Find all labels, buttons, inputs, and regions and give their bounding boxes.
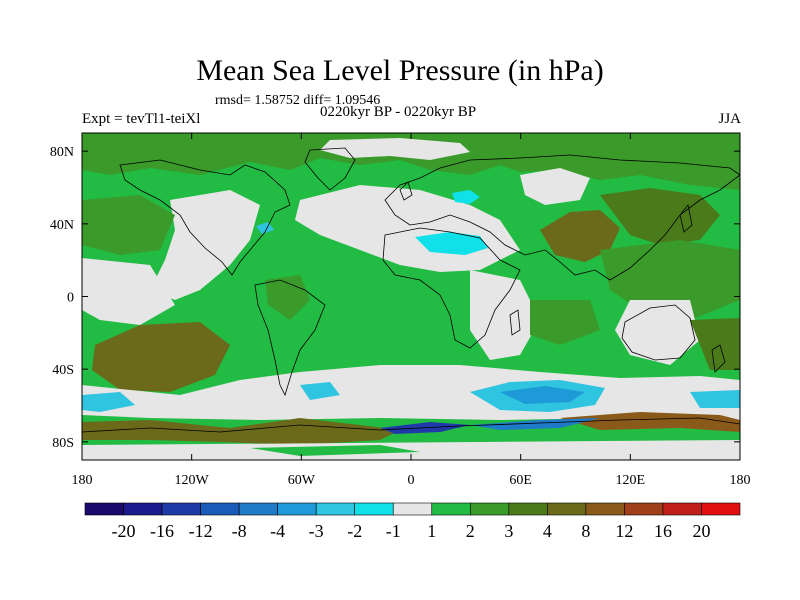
field-region-spac-high-2	[690, 318, 740, 370]
colorbar-label: -8	[232, 521, 247, 541]
field-region-spac-high	[92, 322, 230, 392]
coast-madagascar	[509, 309, 521, 336]
colorbar-label: 3	[504, 521, 513, 541]
period-label: 0220kyr BP - 0220kyr BP	[320, 104, 477, 120]
x-tick-label: 120W	[175, 473, 210, 488]
colorbar-label: -16	[150, 521, 174, 541]
colorbar-label: -2	[347, 521, 362, 541]
field-region-ant-interior	[82, 440, 740, 460]
map-title: Mean Sea Level Pressure (in hPa)	[196, 54, 604, 87]
colorbar-swatch	[662, 502, 702, 516]
field-region-aus-neutral	[615, 300, 700, 365]
field-region-asia-high	[540, 210, 620, 262]
coast-north-america	[119, 159, 291, 276]
colorbar-label: 1	[427, 521, 436, 541]
field-region-arctic-positive	[82, 133, 740, 190]
colorbar: -20 -16 -12 -8 -4 -3 -2 -1 1 2 3 4 8 12 16 20	[84, 502, 741, 541]
y-tick-label: 40N	[50, 218, 74, 233]
field-region-southern-low-2	[82, 392, 135, 412]
colorbar-swatch	[277, 502, 317, 516]
x-tick-label: 60W	[288, 473, 316, 488]
colorbar-swatch	[701, 502, 741, 516]
colorbar-label: -12	[189, 521, 213, 541]
field-region-sam-high	[265, 275, 310, 320]
x-tick-label: 0	[408, 473, 415, 488]
coast-africa	[382, 227, 521, 349]
coast-antarctica	[82, 417, 740, 433]
field-region-ant-band	[560, 412, 740, 432]
colorbar-swatch	[585, 502, 625, 516]
field-region-ant-interior-green	[250, 445, 420, 456]
field-region-southern-low-4	[690, 390, 740, 408]
colorbar-swatch	[161, 502, 201, 516]
colorbar-swatch	[392, 502, 433, 516]
colorbar-label: -20	[112, 521, 136, 541]
colorbar-swatch	[200, 502, 240, 516]
coast-japan	[679, 204, 693, 233]
colorbar-label: 20	[692, 521, 710, 541]
map-axes: 180 120W 60W 0 60E 120E 180 80N 40N 0 40S 80S	[50, 133, 751, 488]
pressure-field	[82, 133, 740, 460]
x-tick-label: 120E	[616, 473, 646, 488]
coastlines	[82, 147, 740, 433]
field-region-nsea-low	[452, 190, 480, 204]
field-region-natl-low-small	[256, 222, 274, 234]
field-region-asia-neutral	[520, 168, 590, 205]
field-region-indian-mid	[530, 300, 600, 345]
field-region-afr-neutral	[470, 270, 540, 360]
colorbar-swatch	[624, 502, 664, 516]
colorbar-label: 8	[581, 521, 590, 541]
x-tick-label: 180	[730, 473, 751, 488]
coast-uk	[399, 181, 413, 201]
y-tick-label: 80S	[52, 436, 74, 451]
colorbar-swatch	[354, 502, 394, 516]
y-tick-label: 40S	[52, 363, 74, 378]
colorbar-label: 2	[466, 521, 475, 541]
field-region-asia-high-2	[600, 188, 720, 245]
colorbar-swatch	[84, 502, 124, 516]
colorbar-label: -3	[309, 521, 324, 541]
coast-eurasia	[384, 154, 740, 281]
colorbar-swatch	[123, 502, 163, 516]
x-tick-label: 60E	[509, 473, 532, 488]
y-tick-label: 0	[67, 291, 74, 306]
field-region-npac-neutral	[150, 190, 260, 300]
colorbar-swatch	[508, 502, 548, 516]
experiment-label: Expt = tevTl1-teiXl	[82, 111, 201, 127]
field-region-ant-low-2	[470, 418, 600, 430]
field-region-southern-low-3	[300, 382, 340, 400]
coast-australia	[621, 304, 696, 361]
colorbar-swatch	[547, 502, 587, 516]
season-label: JJA	[718, 111, 741, 127]
field-region-southern-low-1b	[500, 386, 585, 404]
coast-greenland	[304, 147, 356, 191]
colorbar-label: -1	[386, 521, 401, 541]
field-region-natl-low	[415, 232, 488, 255]
colorbar-swatch	[431, 502, 471, 516]
colorbar-swatch	[469, 502, 510, 516]
colorbar-swatch	[238, 502, 278, 516]
colorbar-swatch	[315, 502, 356, 516]
colorbar-label: 12	[615, 521, 633, 541]
x-tick-label: 180	[72, 473, 93, 488]
field-region-trop-neutral	[82, 258, 175, 325]
coast-new-zealand	[711, 344, 726, 373]
field-region-npac-high	[82, 195, 175, 255]
y-tick-label: 80N	[50, 145, 74, 160]
stats-label: rmsd= 1.58752 diff= 1.09546	[215, 93, 381, 108]
colorbar-label: 16	[654, 521, 672, 541]
field-region-ant-high	[82, 418, 400, 445]
coast-south-america	[254, 279, 326, 397]
colorbar-label: -4	[270, 521, 285, 541]
field-region-arctic-neutral	[320, 138, 470, 160]
colorbar-label: 4	[543, 521, 552, 541]
